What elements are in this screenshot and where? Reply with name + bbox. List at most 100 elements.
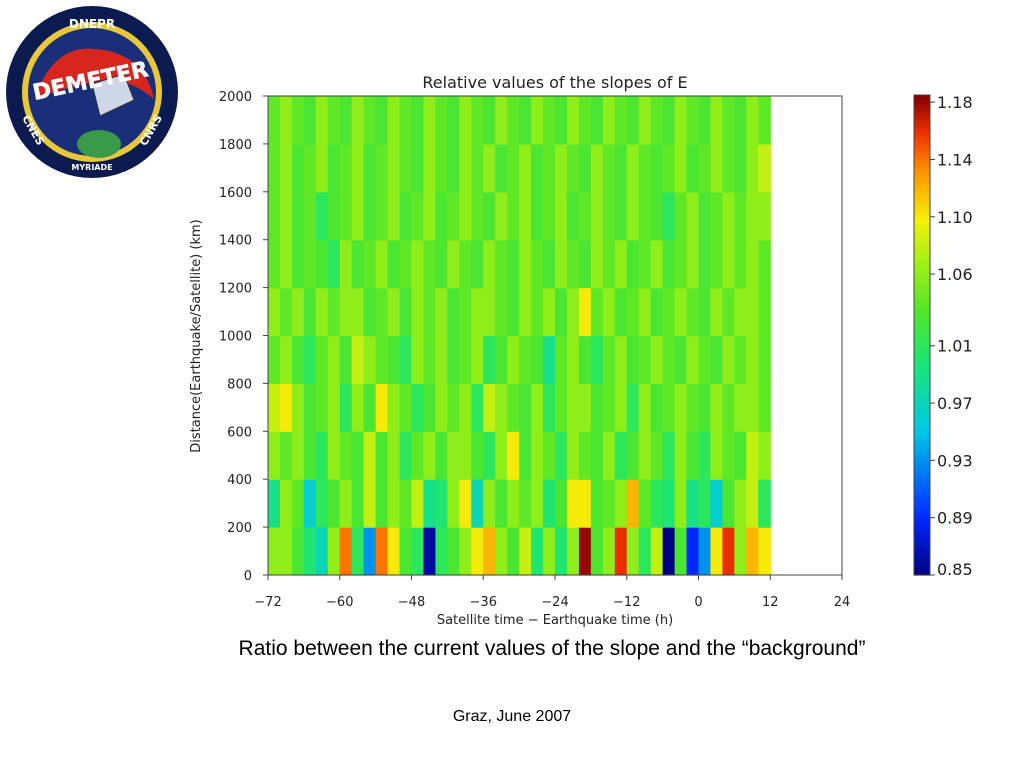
colorbar-segment <box>914 151 930 156</box>
heatmap-cell <box>339 191 353 241</box>
heatmap-cell <box>423 287 437 337</box>
y-tick-label: 400 <box>227 473 252 488</box>
heatmap-cell <box>303 527 317 576</box>
heatmap-cell <box>471 479 484 528</box>
heatmap-cell <box>351 96 365 145</box>
heatmap-cell <box>566 239 580 289</box>
heatmap-cell <box>268 335 281 384</box>
heatmap-cell <box>543 527 556 576</box>
heatmap-cell <box>686 143 700 193</box>
heatmap-cell <box>674 143 688 193</box>
heatmap-cell <box>291 287 305 337</box>
heatmap-cell <box>423 479 437 528</box>
heatmap-cell <box>746 479 759 528</box>
heatmap-cell <box>387 383 401 432</box>
heatmap-cell <box>746 96 759 145</box>
heatmap-cell <box>746 335 759 384</box>
colorbar-segment <box>914 431 930 436</box>
heatmap-cell <box>519 527 532 576</box>
heatmap-cell <box>555 287 568 337</box>
colorbar-segment <box>914 143 930 148</box>
x-tick-label: −24 <box>541 595 568 610</box>
heatmap-cell <box>686 239 700 289</box>
logo-top-text: DNEPR <box>69 17 115 31</box>
y-tick-label: 600 <box>227 425 252 440</box>
heatmap-cell <box>303 383 317 432</box>
colorbar-segment <box>914 451 930 456</box>
colorbar-segment <box>914 303 930 308</box>
heatmap-cell <box>626 383 640 432</box>
heatmap-cell <box>279 383 293 432</box>
heatmap-cell <box>626 96 640 145</box>
heatmap-cell <box>710 383 724 432</box>
colorbar-segment <box>914 219 930 224</box>
colorbar-segment <box>914 203 930 208</box>
heatmap-cell <box>411 335 425 384</box>
figure-caption: Ratio between the current values of the … <box>238 637 866 660</box>
colorbar-segment <box>914 547 930 552</box>
heatmap-cell <box>722 383 735 432</box>
colorbar-segment <box>914 327 930 332</box>
heatmap-cell <box>662 287 676 337</box>
heatmap-cell <box>435 239 448 289</box>
y-axis: 0 200 400 600 800 1000 1200 1400 1600 1800 2000 <box>219 90 268 584</box>
heatmap-cell <box>746 383 759 432</box>
colorbar-segment <box>914 355 930 360</box>
heatmap-cell <box>483 479 496 528</box>
heatmap-cell <box>507 335 520 384</box>
colorbar-segment <box>914 175 930 180</box>
heatmap-cell <box>471 383 484 432</box>
chart-title: Relative values of the slopes of E <box>422 73 687 92</box>
heatmap-cell <box>662 335 676 384</box>
colorbar-segment <box>914 555 930 560</box>
heatmap-cell <box>614 239 628 289</box>
heatmap-cell <box>411 96 425 145</box>
heatmap-cell <box>351 191 365 241</box>
y-tick-label: 1200 <box>219 282 252 297</box>
heatmap-cell <box>268 96 281 145</box>
heatmap-cell <box>543 287 556 337</box>
heatmap-cell <box>650 383 664 432</box>
heatmap-cell <box>459 527 472 576</box>
heatmap-cell <box>315 143 329 193</box>
heatmap-cell <box>471 239 484 289</box>
colorbar-segment <box>914 535 930 540</box>
heatmap-cell <box>578 287 592 337</box>
heatmap-cell <box>471 287 484 337</box>
heatmap-cell <box>686 191 700 241</box>
heatmap-cell <box>447 479 460 528</box>
heatmap-cell <box>626 527 640 576</box>
heatmap-cell <box>614 191 628 241</box>
colorbar-segment <box>914 247 930 252</box>
heatmap-cell <box>315 479 329 528</box>
heatmap-cell <box>626 431 640 480</box>
heatmap-cell <box>447 335 460 384</box>
colorbar-segment <box>914 103 930 108</box>
colorbar-segment <box>914 531 930 536</box>
heatmap-cell <box>447 191 460 241</box>
heatmap-cell <box>507 287 520 337</box>
heatmap-cell <box>590 479 604 528</box>
heatmap-cell <box>411 191 425 241</box>
colorbar-segment <box>914 359 930 364</box>
heatmap-cell <box>698 527 712 576</box>
heatmap-cell <box>399 96 413 145</box>
colorbar-segment <box>914 167 930 172</box>
heatmap-cell <box>543 431 556 480</box>
heatmap-cell <box>555 383 568 432</box>
heatmap-cell <box>566 383 580 432</box>
heatmap-cell <box>531 287 544 337</box>
heatmap-cell <box>471 335 484 384</box>
heatmap-cell <box>626 335 640 384</box>
y-tick-label: 2000 <box>219 90 252 105</box>
colorbar-segment <box>914 207 930 212</box>
heatmap-cell <box>614 431 628 480</box>
colorbar-segment <box>914 191 930 196</box>
heatmap-cell <box>710 287 724 337</box>
heatmap-cell <box>638 287 652 337</box>
heatmap-cell <box>590 96 604 145</box>
heatmap-cell <box>566 287 580 337</box>
heatmap-cell <box>495 479 508 528</box>
heatmap-cell <box>387 527 401 576</box>
colorbar-segment <box>914 487 930 492</box>
